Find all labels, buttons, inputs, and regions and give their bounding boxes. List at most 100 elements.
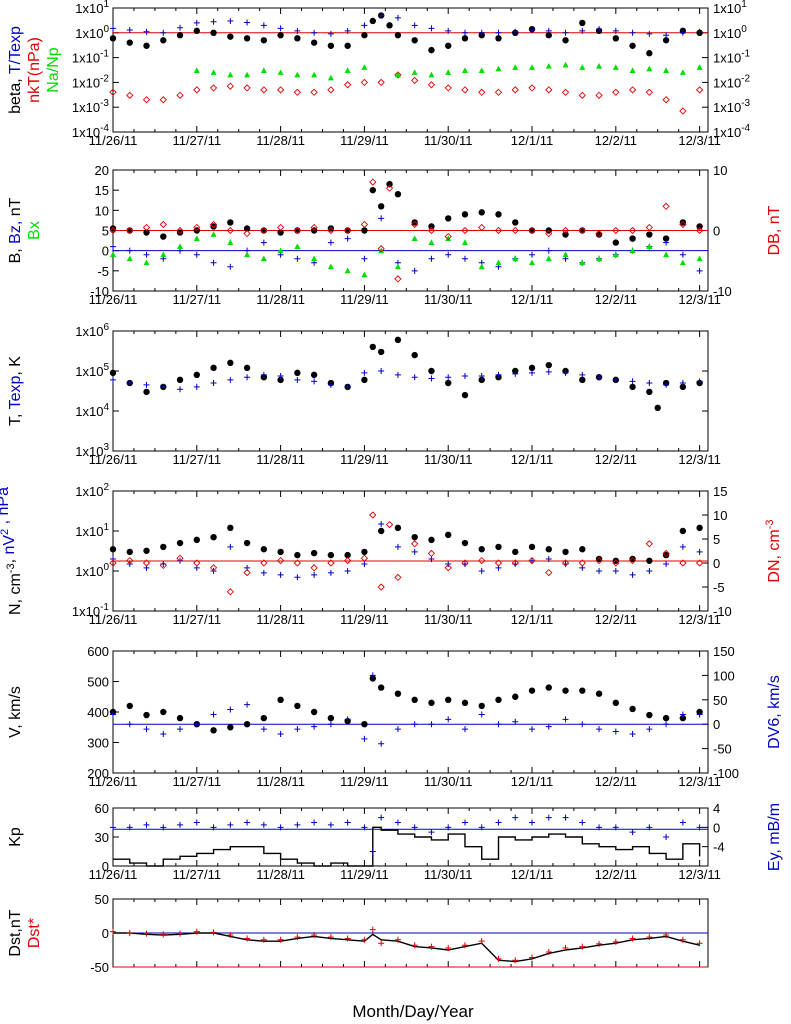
point-Dst*: [294, 934, 301, 941]
date-tick-label: 11/27/11: [172, 292, 221, 307]
date-tick-label: 11/28/11: [256, 133, 305, 148]
point-nV2: [663, 560, 670, 567]
point-V: [369, 675, 376, 682]
point-Na/Np: [227, 71, 234, 78]
point-T/Texp: [663, 32, 670, 39]
point-N: [143, 547, 150, 554]
point-T: [528, 364, 536, 372]
point-T: [227, 359, 234, 367]
point-N: [562, 548, 569, 556]
point-Texp: [612, 376, 619, 383]
date-tick-label: 12/2/11: [595, 292, 637, 307]
point-beta: [294, 35, 301, 42]
date-tick-label: 12/2/11: [595, 774, 637, 789]
point-beta: [646, 50, 653, 57]
point-V: [361, 721, 368, 728]
point-Dst*: [244, 935, 251, 942]
point-Dst*: [445, 944, 452, 951]
point-Texp: [696, 378, 703, 385]
point-DV6: [126, 721, 133, 728]
point-T/Texp: [277, 25, 284, 32]
point-B: [344, 227, 351, 234]
point-nV2: [411, 548, 418, 555]
point-B: [696, 223, 703, 230]
point-Texp: [227, 376, 234, 383]
point-nkT(nPa): [310, 88, 318, 96]
y-axis-label-left: N, cm-3, nV2 , nPa: [0, 487, 24, 615]
y-tick-left: 300: [87, 736, 109, 751]
series-line-Kp: [113, 826, 701, 867]
point-T: [629, 383, 636, 391]
y-tick-right: -50: [713, 742, 732, 757]
y-tick-right: 15: [713, 484, 727, 499]
point-Na/Np: [445, 69, 452, 75]
point-N: [243, 539, 251, 547]
point-N: [260, 546, 268, 553]
point-Bz: [696, 267, 703, 274]
point-beta: [386, 22, 393, 29]
point-Dst*: [478, 938, 485, 945]
point-Bx: [579, 259, 586, 266]
point-nkT(nPa): [645, 88, 653, 96]
point-DN: [226, 588, 234, 596]
point-nkT(nPa): [528, 84, 536, 92]
y-tick-left: 60: [95, 801, 109, 816]
point-Texp: [545, 368, 552, 375]
point-V: [612, 699, 620, 707]
point-Bx: [679, 259, 686, 266]
point-DB: [109, 226, 117, 235]
point-DV6: [143, 726, 150, 733]
date-tick-label: 11/29/11: [340, 292, 389, 307]
point-T: [445, 379, 452, 387]
y-tick-left: 10: [95, 203, 109, 218]
point-DN: [327, 559, 335, 567]
point-T/Texp: [260, 22, 267, 29]
point-Bx: [210, 231, 217, 237]
point-Na/Np: [260, 67, 267, 73]
point-T/Texp: [428, 25, 435, 32]
point-Ey: [562, 814, 569, 821]
point-nkT(nPa): [561, 88, 570, 96]
point-Texp: [361, 369, 368, 376]
point-nkT(nPa): [545, 86, 553, 94]
plot-frame: [112, 490, 709, 612]
point-Texp: [110, 376, 116, 383]
point-Bx: [512, 255, 519, 262]
y-tick-left: 1x10-3: [72, 98, 110, 115]
point-N: [528, 543, 536, 551]
point-B: [210, 223, 217, 230]
point-Bz: [545, 247, 552, 254]
y-tick-left: 5: [102, 224, 109, 239]
point-Na/Np: [428, 71, 435, 78]
point-Dst*: [361, 936, 368, 943]
point-V: [176, 714, 184, 722]
point-nkT(nPa): [595, 91, 603, 100]
point-Dst*: [126, 930, 133, 936]
point-V: [227, 724, 234, 731]
point-T/Texp: [579, 27, 586, 34]
point-beta: [562, 37, 569, 44]
point-Texp: [143, 381, 150, 388]
point-V: [445, 696, 452, 703]
point-nkT(nPa): [411, 76, 419, 85]
point-DB: [344, 226, 352, 235]
date-tick-label: 12/3/11: [678, 774, 720, 789]
point-nkT(nPa): [226, 82, 234, 90]
point-T: [394, 336, 402, 344]
x-axis-title: Month/Day/Year: [352, 1002, 474, 1021]
point-DV6: [478, 711, 485, 718]
point-Na/Np: [529, 64, 536, 70]
point-Ey: [445, 824, 452, 831]
point-B: [260, 227, 268, 234]
point-DV6: [311, 723, 318, 730]
y-tick-left: 1x102: [75, 482, 109, 499]
y-tick-right: 1x10-1: [713, 49, 751, 66]
point-beta: [545, 32, 552, 39]
point-Dst*: [495, 955, 502, 962]
point-Ey: [210, 824, 217, 831]
point-Ey: [545, 814, 552, 821]
point-DB: [461, 226, 469, 235]
series-nV2: [110, 520, 703, 581]
point-Ey: [579, 819, 586, 826]
y-tick-right: -5: [713, 580, 725, 595]
